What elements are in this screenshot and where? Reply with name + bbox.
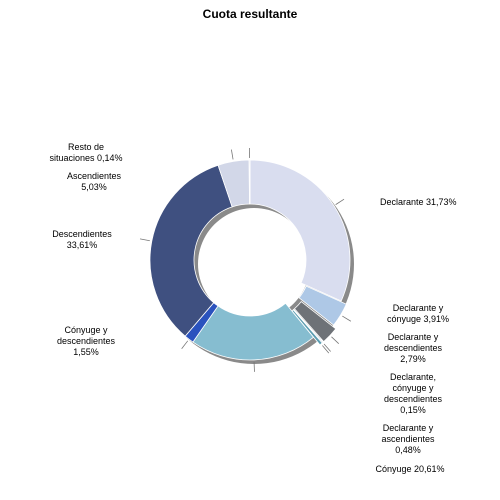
slice-label-9: Resto de situaciones 0,14% <box>49 142 122 163</box>
slice-label-line: Ascendientes <box>67 171 122 181</box>
slice-label-line: situaciones 0,14% <box>49 153 122 163</box>
chart-title: Cuota resultante <box>203 7 298 21</box>
leader-line-3 <box>323 343 331 352</box>
slice-label-line: 1,55% <box>73 347 99 357</box>
slice-label-line: Cónyuge y <box>64 325 108 335</box>
slice-label-line: 5,03% <box>81 182 107 192</box>
slice-label-line: Declarante y <box>393 303 444 313</box>
slice-label-line: descendientes <box>57 336 116 346</box>
slice-label-line: 2,79% <box>400 354 426 364</box>
leader-lines <box>139 147 352 372</box>
slice-label-1: Declarante y cónyuge 3,91% <box>387 303 449 324</box>
donut-slices <box>149 159 351 361</box>
slice-label-8: Ascendientes 5,03% <box>67 171 122 192</box>
slice-label-7: Descendientes 33,61% <box>52 229 112 250</box>
leader-line-7 <box>139 238 150 242</box>
slice-label-6: Cónyuge y descendientes 1,55% <box>57 325 116 357</box>
slice-label-line: Declarante 31,73% <box>380 197 457 207</box>
slice-label-line: 0,48% <box>395 445 421 455</box>
slice-label-line: Declarante y <box>388 332 439 342</box>
slice-label-line: Resto de <box>68 142 104 152</box>
slice-label-0: Declarante 31,73% <box>380 197 457 207</box>
leader-line-1 <box>342 315 352 322</box>
slice-0 <box>249 159 351 302</box>
leader-line-6 <box>181 340 189 349</box>
slice-label-line: descendientes <box>384 394 443 404</box>
slice-9 <box>248 159 251 205</box>
leader-line-4 <box>322 345 330 354</box>
slice-label-line: 0,15% <box>400 405 426 415</box>
slice-label-line: cónyuge 3,91% <box>387 314 449 324</box>
slice-label-line: ascendientes <box>381 434 435 444</box>
slice-label-line: Cónyuge 20,61% <box>375 464 444 474</box>
slice-label-4: Declarante y ascendientes 0,48% <box>381 423 435 455</box>
leader-line-0 <box>335 198 345 205</box>
slice-label-5: Cónyuge 20,61% <box>375 464 444 474</box>
slice-label-line: Declarante y <box>383 423 434 433</box>
slice-labels: Declarante 31,73%Declarante y cónyuge 3,9… <box>49 142 456 474</box>
slice-1 <box>298 285 347 326</box>
leader-line-2 <box>331 336 340 345</box>
slice-label-line: 33,61% <box>67 240 98 250</box>
leader-line-8 <box>231 149 234 160</box>
slice-label-3: Declarante, cónyuge y descendientes 0,15% <box>384 372 443 415</box>
slice-2 <box>293 301 337 343</box>
slice-label-line: cónyuge y <box>392 383 434 393</box>
slice-label-2: Declarante y descendientes 2,79% <box>384 332 443 364</box>
slice-label-line: descendientes <box>384 343 443 353</box>
slice-7 <box>149 164 233 337</box>
slice-label-line: Declarante, <box>390 372 436 382</box>
slice-label-line: Descendientes <box>52 229 112 239</box>
